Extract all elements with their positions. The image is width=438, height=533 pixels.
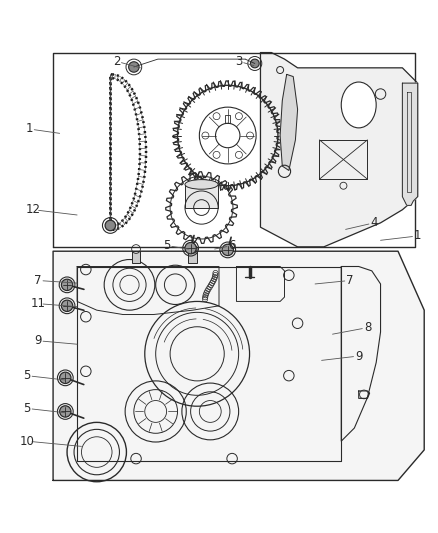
Text: 7: 7	[346, 274, 354, 287]
Ellipse shape	[185, 180, 218, 189]
Text: 12: 12	[26, 203, 41, 216]
Polygon shape	[261, 53, 418, 247]
Circle shape	[222, 244, 233, 256]
Circle shape	[61, 300, 73, 311]
Circle shape	[61, 279, 73, 290]
Polygon shape	[403, 83, 418, 205]
Bar	[185, 184, 218, 208]
Text: 8: 8	[364, 321, 371, 334]
Text: 1: 1	[25, 123, 33, 135]
Circle shape	[251, 59, 259, 68]
Circle shape	[185, 243, 196, 254]
Text: 5: 5	[163, 239, 170, 252]
Bar	[132, 251, 141, 263]
Circle shape	[129, 62, 139, 72]
Text: 2: 2	[113, 55, 120, 68]
Text: 1: 1	[414, 229, 421, 243]
Text: 10: 10	[19, 434, 34, 448]
Polygon shape	[53, 251, 424, 480]
Polygon shape	[280, 75, 297, 171]
Text: 9: 9	[355, 350, 363, 362]
Ellipse shape	[341, 82, 376, 128]
Text: 11: 11	[30, 297, 45, 310]
Circle shape	[105, 220, 116, 231]
Text: 5: 5	[23, 369, 31, 382]
Text: 3: 3	[235, 55, 242, 68]
Circle shape	[60, 406, 71, 417]
Circle shape	[60, 372, 71, 384]
Text: 6: 6	[228, 239, 236, 252]
Text: 5: 5	[23, 402, 31, 415]
Text: 7: 7	[34, 274, 42, 287]
Text: 9: 9	[34, 334, 42, 347]
Bar	[188, 251, 197, 263]
Text: 4: 4	[370, 216, 378, 229]
